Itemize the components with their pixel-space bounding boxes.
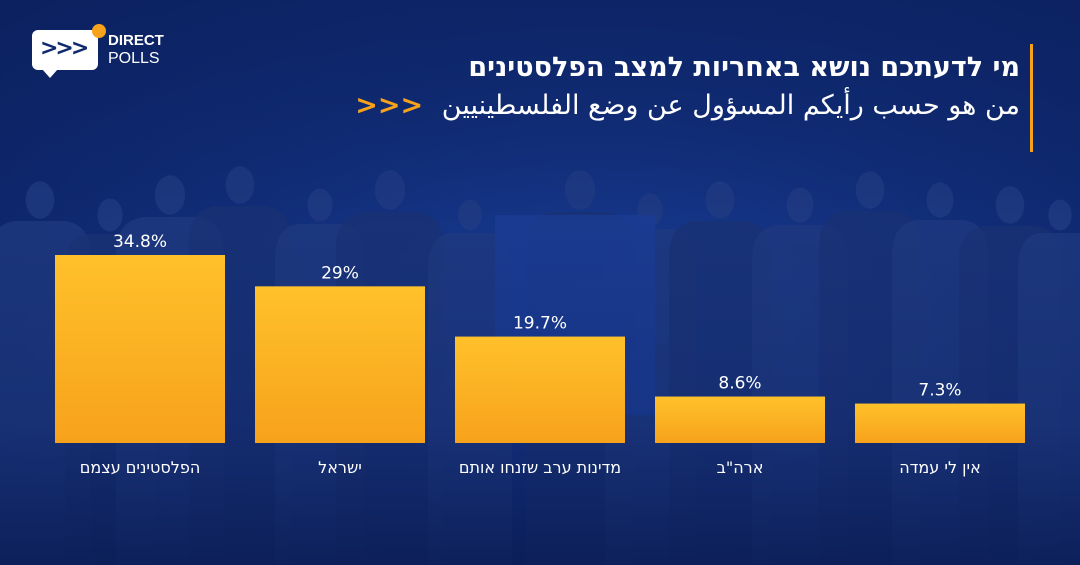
data-label-5: 7.3%	[918, 381, 961, 401]
logo-text-direct: DIRECT	[108, 32, 164, 49]
data-label-1: 34.8%	[113, 232, 167, 252]
arrows-icon: <<<	[355, 90, 425, 121]
logo-text-polls: POLLS	[108, 50, 160, 67]
title-arabic-row: من هو حسب رأيكم المسؤول عن وضع الفلسطيني…	[355, 86, 1020, 126]
category-label-5: אין לי עמדה	[899, 458, 981, 477]
bar-3	[455, 336, 625, 443]
bar-4	[655, 396, 825, 443]
title-arabic: من هو حسب رأيكم المسؤول عن وضع الفلسطيني…	[441, 90, 1020, 121]
category-label-3: מדינות ערב שזנחו אותם	[459, 458, 621, 477]
data-label-2: 29%	[321, 263, 359, 283]
title-hebrew: מי לדעתכם נושא באחריות למצב הפלסטינים	[468, 52, 1020, 83]
logo-dot	[92, 24, 106, 38]
logo: >>> DIRECT POLLS	[32, 24, 172, 78]
bar-1	[55, 255, 225, 443]
logo-badge	[32, 30, 98, 78]
bar-2	[255, 286, 425, 443]
category-label-2: ישראל	[318, 458, 362, 477]
data-label-3: 19.7%	[513, 314, 567, 334]
bar-5	[855, 403, 1025, 443]
data-label-4: 8.6%	[718, 374, 761, 394]
bars-group: 34.8% הפלסטינים עצמם 29% ישראל 19.7% מדינות ע…	[55, 232, 1025, 477]
logo-chevrons-icon: >>>	[40, 36, 89, 61]
title-block: מי לדעתכם נושא באחריות למצב הפלסטינים من…	[355, 50, 1020, 126]
category-label-4: ארה"ב	[717, 458, 764, 477]
title-accent-line	[1030, 44, 1033, 152]
category-label-1: הפלסטינים עצמם	[80, 458, 201, 477]
